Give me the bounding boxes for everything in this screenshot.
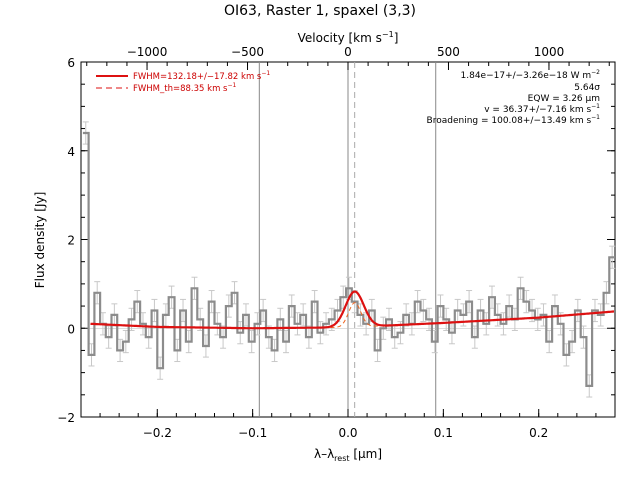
x-axis-label-unit: μm (358, 447, 377, 461)
x-tick-label: −0.1 (238, 426, 267, 440)
velocity-tick-label: −1000 (127, 45, 168, 59)
y-tick-label: 6 (67, 56, 75, 70)
velocity-tick-label: −500 (231, 45, 264, 59)
legend-label-fwhm: FWHM=132.18+/−17.82 km s−1 (133, 70, 270, 82)
fit-annotations: 1.84e−17+/−3.26e−18 W m−2 5.64σ EQW = 3.… (427, 69, 601, 126)
top-axis-label-exp: −1 (382, 30, 394, 39)
x-axis-label-text: λ–λ (314, 447, 334, 461)
spectrum-line (82, 131, 615, 387)
y-axis-label: Flux density [Jy] (33, 192, 47, 289)
x-axis-label-sub: rest (334, 454, 349, 463)
x-tick-label: 0.2 (529, 426, 548, 440)
y-tick-label: 4 (67, 145, 75, 159)
annotation-broadening-text: Broadening = 100.08+/−13.49 km s (427, 116, 592, 126)
legend-label-fwhm-th-text: FWHM_th=88.35 km s (133, 84, 228, 94)
annotation-broadening: Broadening = 100.08+/−13.49 km s−1 (427, 114, 601, 126)
x-axis-label: λ–λrest [μm] (314, 447, 382, 463)
annotation-flux-exp: −2 (591, 69, 600, 76)
annotation-flux: 1.84e−17+/−3.26e−18 W m−2 (461, 69, 601, 81)
axis-ticks: −0.2 −0.1 0.0 0.1 0.2 −2 0 2 4 6 −1000 −500 0 500 1000 (57, 45, 616, 440)
x-tick-label: −0.2 (143, 426, 172, 440)
annotation-flux-text: 1.84e−17+/−3.26e−18 W m (461, 71, 592, 81)
velocity-tick-label: 1000 (534, 45, 565, 59)
series-layer (82, 131, 615, 387)
annotation-velocity: v = 36.37+/−7.16 km s−1 (484, 103, 600, 115)
annotation-velocity-text: v = 36.37+/−7.16 km s (484, 105, 591, 115)
legend-label-fwhm-text: FWHM=132.18+/−17.82 km s (133, 72, 262, 82)
legend: FWHM=132.18+/−17.82 km s−1 FWHM_th=88.35… (96, 70, 270, 94)
legend-label-fwhm-exp: −1 (261, 70, 270, 77)
top-axis-label: Velocity [km s−1] (298, 30, 399, 45)
chart-title: OI63, Raster 1, spaxel (3,3) (224, 3, 416, 19)
annotation-sigma: 5.64σ (574, 83, 600, 93)
top-axis-label-post: ] (394, 31, 399, 45)
annotation-eqw: EQW = 3.26 μm (528, 94, 600, 104)
x-tick-label: 0.1 (434, 426, 453, 440)
annotation-broadening-exp: −1 (591, 114, 600, 121)
fit-thermal-line (316, 302, 392, 329)
x-tick-label: 0.0 (338, 426, 357, 440)
legend-label-fwhm-th-exp: −1 (227, 82, 236, 89)
top-axis-label-text: Velocity [km s (298, 31, 382, 45)
velocity-tick-label: 0 (344, 45, 352, 59)
fit-line (90, 290, 614, 330)
legend-label-fwhm-th: FWHM_th=88.35 km s−1 (133, 82, 237, 94)
y-tick-label: 0 (67, 322, 75, 336)
annotation-velocity-exp: −1 (591, 103, 600, 110)
velocity-tick-label: 500 (437, 45, 460, 59)
y-tick-label: −2 (57, 411, 75, 425)
reference-lines (81, 62, 615, 417)
x-axis-label-unit-post: ] (377, 447, 382, 461)
y-tick-label: 2 (67, 234, 75, 248)
x-axis-label-unit-pre: [ (350, 447, 359, 461)
